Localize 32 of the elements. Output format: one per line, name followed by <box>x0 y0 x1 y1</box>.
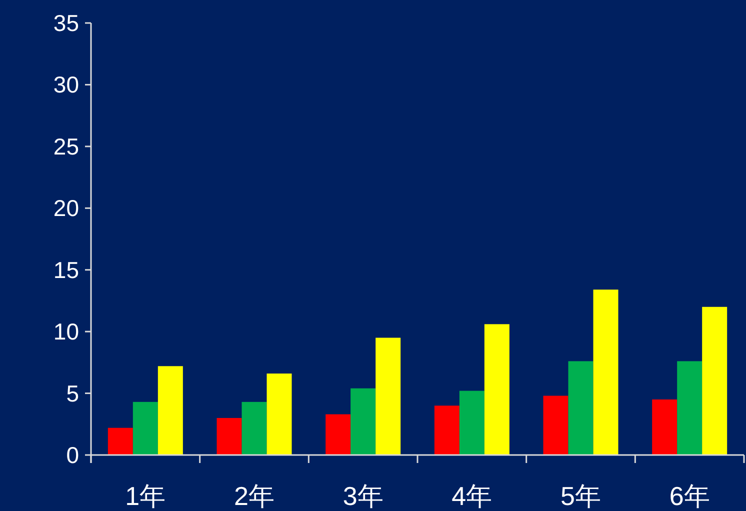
bar <box>459 390 484 455</box>
x-tick-label: 2年 <box>234 481 274 511</box>
y-tick-label: 5 <box>66 380 79 406</box>
y-tick-label: 25 <box>53 133 79 160</box>
x-tick-label: 3年 <box>342 481 384 511</box>
bar <box>350 388 376 455</box>
bar <box>266 374 292 455</box>
bar <box>326 414 351 455</box>
bar <box>484 324 510 455</box>
bar <box>108 428 133 455</box>
y-tick-label: 10 <box>53 318 79 345</box>
y-tick-label: 30 <box>53 72 79 98</box>
bar <box>568 361 594 455</box>
bar <box>702 306 728 455</box>
bar <box>132 402 158 455</box>
y-tick-label: 0 <box>66 442 79 468</box>
x-tick-label: 1年 <box>125 481 166 511</box>
bar <box>677 361 702 455</box>
bar <box>242 402 267 455</box>
y-tick-label: 35 <box>53 10 79 36</box>
y-tick-label: 15 <box>53 256 79 283</box>
y-tick-label: 20 <box>53 195 79 222</box>
bar <box>376 338 401 455</box>
x-tick-label: 4年 <box>452 481 492 511</box>
x-tick-label: 5年 <box>560 481 601 511</box>
bar <box>593 290 618 455</box>
bar <box>158 366 183 455</box>
bar <box>216 418 242 455</box>
bar <box>543 396 568 455</box>
bar <box>434 406 460 455</box>
x-tick-label: 6年 <box>669 481 710 511</box>
bar <box>652 399 678 455</box>
